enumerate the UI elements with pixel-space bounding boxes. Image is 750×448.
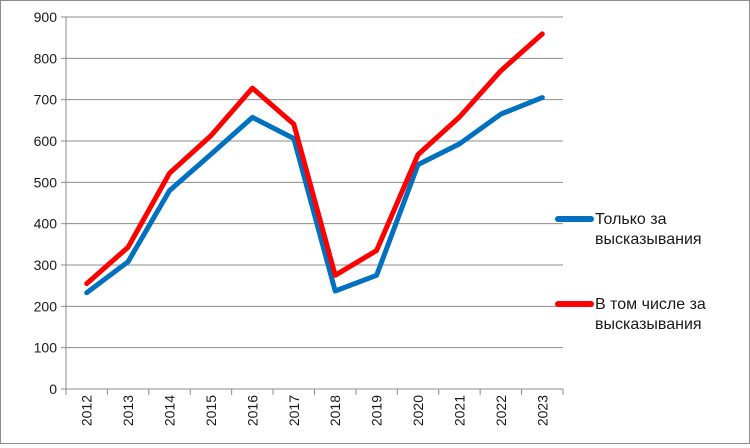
y-tick-label: 800 bbox=[34, 50, 58, 66]
y-tick-label: 100 bbox=[34, 340, 58, 356]
x-tick-label: 2022 bbox=[493, 395, 509, 426]
series-lines bbox=[87, 34, 543, 293]
x-tick-label: 2015 bbox=[203, 395, 219, 426]
series-line-2 bbox=[87, 34, 543, 284]
gridlines bbox=[66, 17, 563, 348]
y-tick-label: 600 bbox=[34, 133, 58, 149]
x-tick-label: 2014 bbox=[162, 395, 178, 426]
y-tick-label: 200 bbox=[34, 298, 58, 314]
y-tick-label: 400 bbox=[34, 216, 58, 232]
y-tick-label: 700 bbox=[34, 92, 58, 108]
y-tick-label: 0 bbox=[49, 381, 57, 397]
y-axis-tick-labels: 0 100 200 300 400 500 600 700 800 900 bbox=[34, 9, 58, 397]
x-axis-tick-labels: 2012 2013 2014 2015 2016 2017 2018 2019 2020 2021… bbox=[79, 395, 551, 426]
x-tick-label: 2021 bbox=[451, 395, 467, 426]
x-tick-label: 2016 bbox=[244, 395, 260, 426]
x-tick-label: 2013 bbox=[120, 395, 136, 426]
x-tick-label: 2018 bbox=[327, 395, 343, 426]
y-tick-label: 300 bbox=[34, 257, 58, 273]
x-tick-label: 2019 bbox=[369, 395, 385, 426]
x-tick-label: 2020 bbox=[410, 395, 426, 426]
x-tick-label: 2017 bbox=[286, 395, 302, 426]
x-tick-label: 2012 bbox=[79, 395, 95, 426]
y-tick-label: 500 bbox=[34, 174, 58, 190]
y-tick-label: 900 bbox=[34, 9, 58, 25]
x-tick-label: 2023 bbox=[534, 395, 550, 426]
